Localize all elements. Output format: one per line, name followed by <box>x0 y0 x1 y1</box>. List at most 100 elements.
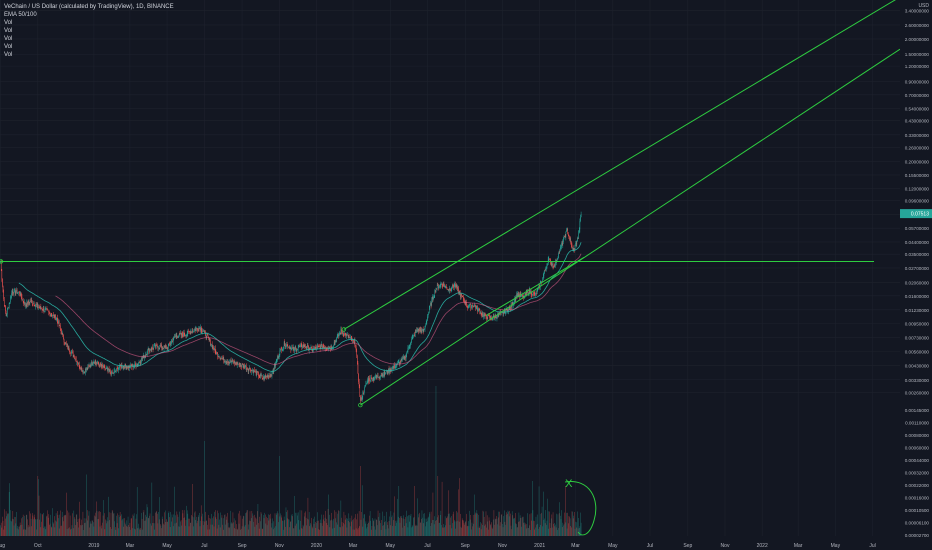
volume-bar <box>7 514 9 536</box>
volume-bar <box>521 526 522 536</box>
candle-body <box>447 289 448 290</box>
volume-bar <box>163 524 165 536</box>
volume-bar <box>368 521 370 536</box>
candle-body <box>152 348 154 350</box>
candle-body <box>303 344 304 347</box>
time-tick-label: 2020 <box>311 543 322 549</box>
volume-bar <box>102 522 103 536</box>
candle-body <box>146 353 148 356</box>
volume-bar <box>124 518 125 536</box>
candle-body <box>185 335 186 336</box>
candle-body <box>60 325 61 329</box>
volume-bar <box>441 481 443 536</box>
candle-body <box>266 376 267 378</box>
volume-bar <box>330 519 332 536</box>
candle-body <box>319 346 320 348</box>
candle-body <box>218 356 219 357</box>
volume-bar <box>55 513 57 536</box>
volume-bar <box>318 529 320 536</box>
candle-body <box>409 346 411 348</box>
candle-body <box>163 348 164 349</box>
candle-body <box>321 344 322 346</box>
time-axis[interactable]: AugOct2019MarMayJulSepNov2020MarMayJulSe… <box>0 540 900 550</box>
volume-bar <box>258 528 260 536</box>
candle-body <box>294 347 296 349</box>
candle-body <box>253 369 254 373</box>
candle-body <box>35 305 36 307</box>
candle-body <box>561 243 563 246</box>
volume-bar <box>99 511 100 536</box>
candle-body <box>240 365 242 366</box>
volume-bar <box>385 529 387 536</box>
candle-body <box>55 314 56 320</box>
volume-bar <box>409 521 411 536</box>
volume-bar <box>177 514 178 536</box>
volume-bar <box>502 527 504 536</box>
candle-body <box>188 331 190 332</box>
candle-body <box>393 364 395 368</box>
volume-bar <box>253 521 254 536</box>
candle-body <box>168 343 170 346</box>
volume-bar <box>243 516 245 536</box>
time-tick-label: Sep <box>683 543 692 549</box>
volume-bar <box>4 509 5 536</box>
candle-body <box>91 361 92 367</box>
candle-body <box>161 347 163 349</box>
volume-bar <box>224 514 226 536</box>
candle-body <box>165 346 167 347</box>
volume-bar <box>31 526 32 536</box>
volume-bar <box>463 522 465 536</box>
candle-body <box>436 285 438 289</box>
volume-bar <box>296 523 297 536</box>
candle-body <box>78 362 79 364</box>
candle-body <box>300 344 301 346</box>
trend-drawings[interactable]: X <box>0 0 901 536</box>
candle-body <box>493 315 495 317</box>
volume-bar <box>269 518 271 536</box>
volume-bar <box>521 517 523 536</box>
volume-bar <box>66 529 68 536</box>
volume-bar <box>372 517 373 536</box>
indicator-vol-5[interactable]: Vol <box>4 52 13 58</box>
candle-body <box>149 349 150 353</box>
candle-body <box>358 373 359 382</box>
volume-bar <box>333 527 335 536</box>
candle-body <box>285 346 286 347</box>
candle-body <box>318 346 320 347</box>
candle-body <box>443 283 444 287</box>
indicator-vol-1[interactable]: Vol <box>4 20 13 26</box>
volume-bar <box>383 524 384 536</box>
price-axis[interactable]: USD3.400000002.600000002.000000001.50000… <box>900 0 932 550</box>
indicator-vol-2[interactable]: Vol <box>4 28 13 34</box>
candle-body <box>522 294 523 297</box>
candle-body <box>428 311 429 315</box>
candle-body <box>194 329 196 331</box>
candle-body <box>538 285 540 287</box>
candle-body <box>279 350 281 355</box>
candle-body <box>344 333 346 335</box>
candle-body <box>263 376 265 380</box>
candle-body <box>545 268 546 271</box>
candle-body <box>32 300 33 304</box>
symbol-title[interactable]: VeChain / US Dollar (calculated by Tradi… <box>4 4 174 10</box>
candle-body <box>571 244 573 249</box>
volume-bar <box>76 514 78 536</box>
volume-bar <box>287 510 289 536</box>
volume-bar <box>114 527 116 536</box>
candle-body <box>289 347 291 349</box>
indicator-vol-4[interactable]: Vol <box>4 44 13 50</box>
candle-body <box>294 347 295 351</box>
candle-body <box>91 361 93 365</box>
volume-bar <box>530 513 532 536</box>
volume-bar <box>455 521 457 536</box>
indicator-ema[interactable]: EMA 50/100 <box>4 12 37 18</box>
volume-bar <box>396 520 398 536</box>
volume-bar <box>339 526 340 536</box>
volume-bar <box>298 520 300 536</box>
volume-bar <box>86 474 87 536</box>
volume-bar <box>69 527 70 536</box>
indicator-vol-3[interactable]: Vol <box>4 36 13 42</box>
candle-body <box>579 229 580 231</box>
candle-body <box>242 364 243 366</box>
